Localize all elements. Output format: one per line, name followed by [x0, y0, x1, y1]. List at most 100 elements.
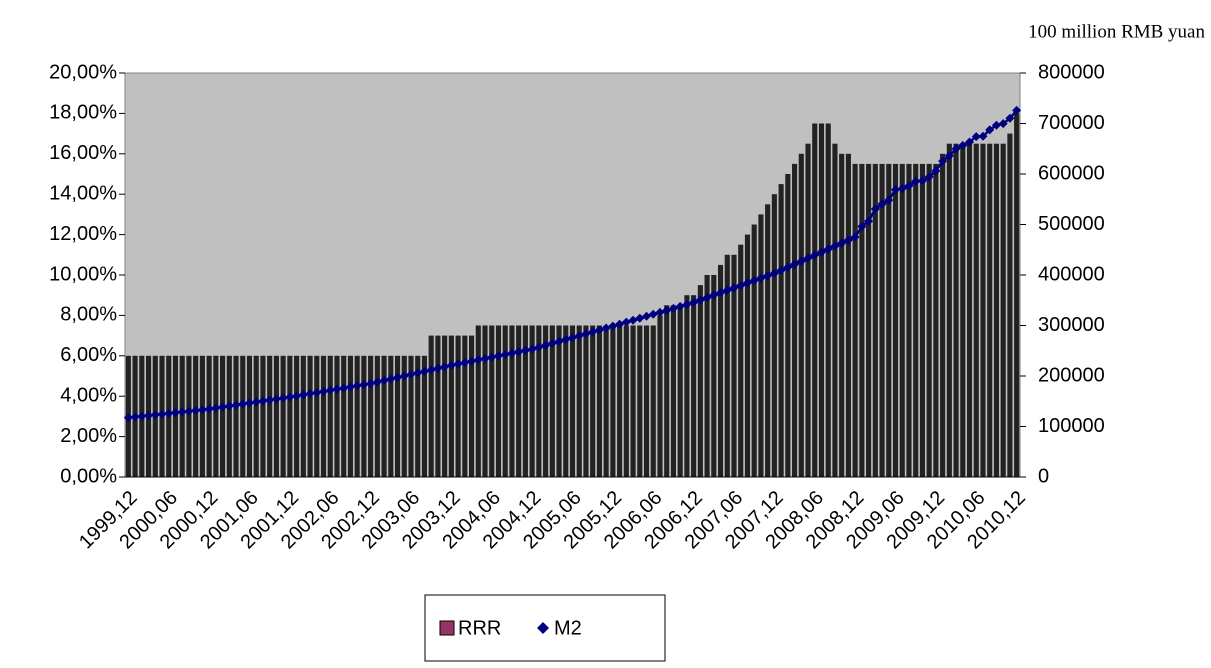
y-tick-label: 4,00% [60, 384, 117, 406]
line-marker [197, 405, 207, 415]
line-marker [722, 285, 732, 295]
bar [421, 355, 428, 477]
line-marker [312, 388, 322, 398]
y2-tick-label: 0 [1038, 465, 1049, 487]
line-marker [359, 380, 369, 390]
bar [933, 163, 939, 477]
line-marker [144, 410, 154, 420]
bar [617, 325, 623, 477]
line-marker [305, 389, 315, 399]
bar [1007, 133, 1013, 477]
line-marker [271, 394, 281, 404]
line-marker [393, 372, 403, 382]
line-marker [642, 311, 652, 321]
line-marker [460, 358, 470, 368]
line-marker [615, 319, 625, 329]
bar [583, 325, 589, 477]
line-marker [372, 377, 382, 387]
bar [1000, 143, 1006, 477]
line-marker [608, 321, 618, 331]
bar [751, 224, 757, 477]
line-marker [399, 371, 409, 381]
line-marker [292, 391, 302, 401]
line-marker [1012, 105, 1022, 115]
bar [186, 355, 192, 477]
bar [852, 163, 858, 477]
bar [415, 355, 421, 477]
bar [677, 305, 683, 477]
line-marker [554, 336, 564, 346]
bar [563, 325, 569, 477]
line-marker [729, 283, 739, 293]
bar [320, 355, 327, 477]
bar [273, 355, 279, 477]
bar [516, 325, 522, 477]
bar [253, 355, 259, 477]
line-marker [938, 156, 948, 166]
bar [946, 143, 952, 477]
bar [879, 163, 885, 477]
y-tick-label: 2,00% [60, 425, 117, 447]
line-marker [574, 331, 584, 341]
bar [758, 214, 764, 477]
line-marker [561, 335, 571, 345]
bar [664, 305, 670, 477]
line-marker [413, 368, 423, 378]
bar [220, 355, 226, 477]
line-marker [870, 204, 880, 214]
line-marker [218, 402, 228, 412]
bar [381, 355, 387, 477]
line-marker [251, 397, 261, 407]
line-marker [352, 381, 362, 391]
line-marker [857, 222, 867, 232]
line-marker [319, 386, 329, 396]
bar [206, 355, 212, 477]
line-marker [790, 259, 800, 269]
line-marker [514, 347, 524, 357]
line-marker [386, 374, 396, 384]
bar [529, 325, 535, 477]
line-marker [581, 329, 591, 339]
line-marker [816, 247, 826, 257]
bar [697, 285, 703, 477]
line-marker [884, 195, 894, 205]
line-marker [769, 268, 779, 278]
bar [260, 355, 266, 477]
line-marker [507, 348, 517, 358]
line-marker [675, 301, 685, 311]
bar [785, 174, 791, 477]
bar [630, 325, 636, 477]
bar [643, 325, 650, 477]
y-tick-label: 10,00% [49, 263, 117, 285]
bar [240, 355, 246, 477]
line-marker [137, 411, 147, 421]
bar [543, 325, 549, 477]
line-marker [783, 262, 793, 272]
bar [448, 335, 454, 477]
bar [226, 355, 232, 477]
bar [818, 123, 825, 477]
line-marker [366, 379, 376, 389]
bar [913, 163, 919, 477]
line-marker [588, 327, 598, 337]
line-marker [298, 390, 308, 400]
line-marker [204, 404, 214, 414]
legend-marker [439, 620, 455, 636]
line-marker [628, 315, 638, 325]
bar [899, 163, 905, 477]
bar [590, 325, 596, 477]
line-marker [877, 199, 887, 209]
bar [280, 355, 286, 477]
bar [960, 143, 966, 477]
line-marker [716, 288, 726, 298]
y2-tick-label: 400000 [1038, 263, 1105, 285]
bar [536, 325, 542, 477]
line-marker [924, 172, 934, 182]
line-marker [837, 238, 847, 248]
line-marker [123, 413, 133, 423]
line-marker [406, 369, 416, 379]
line-marker [446, 360, 456, 370]
bar [798, 153, 804, 478]
line-marker [520, 345, 530, 355]
